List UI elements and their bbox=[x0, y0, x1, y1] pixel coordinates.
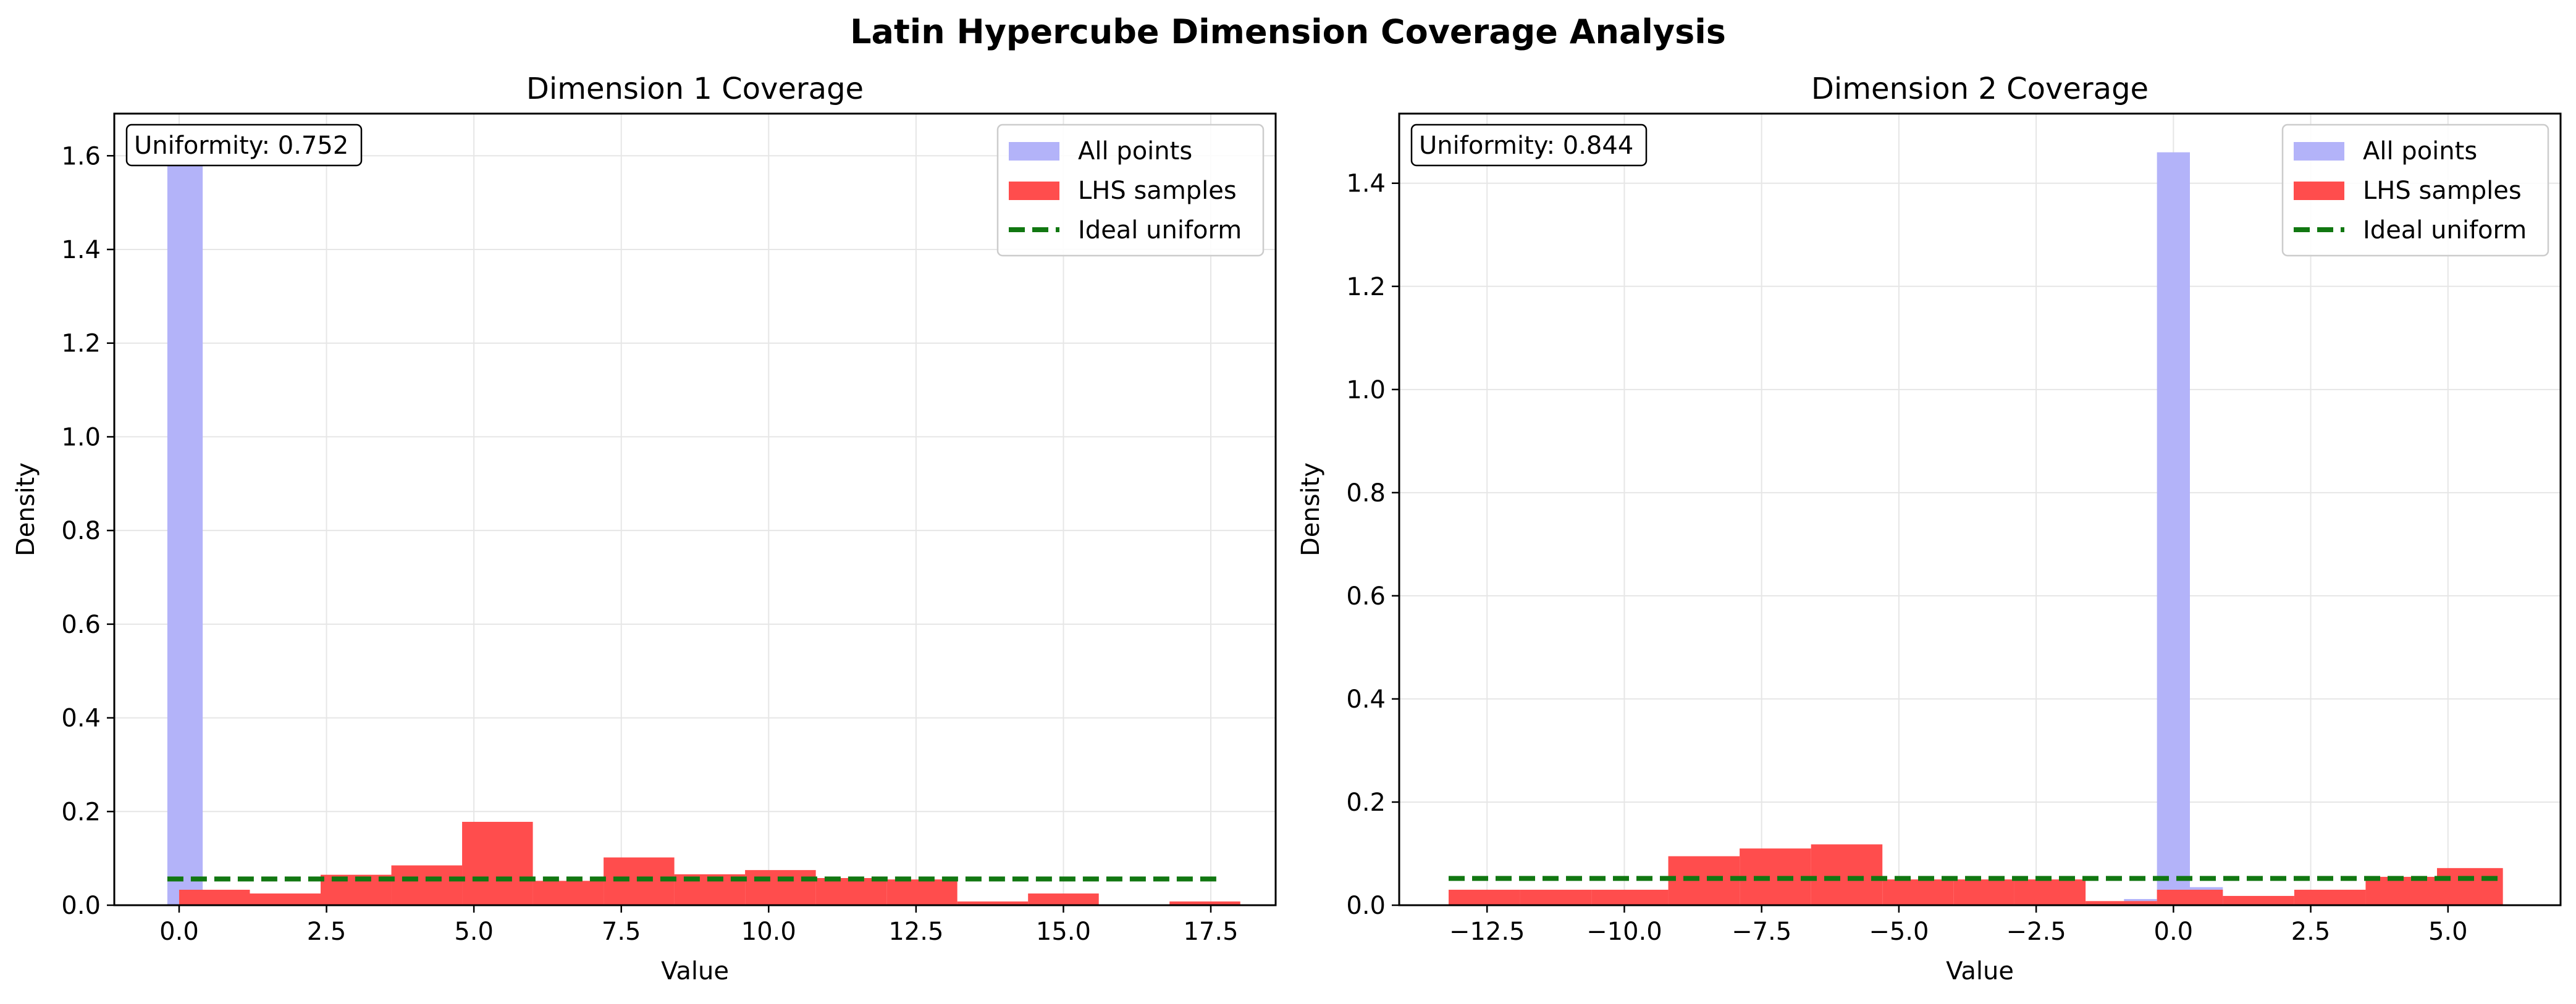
x-tick-label: −10.0 bbox=[1586, 918, 1662, 946]
x-tick-label: −5.0 bbox=[1869, 918, 1929, 946]
histogram-bar bbox=[1028, 893, 1099, 905]
y-tick-label: 1.0 bbox=[1346, 376, 1386, 404]
series-all-points bbox=[2124, 152, 2223, 906]
y-tick-label: 0.8 bbox=[61, 517, 101, 545]
histogram-bar bbox=[1520, 889, 1592, 905]
legend: All points LHS samples Ideal uniform bbox=[996, 123, 1265, 257]
plot-frame bbox=[113, 112, 1277, 906]
x-tick-label: 7.5 bbox=[602, 918, 641, 946]
y-tick-label: 0.4 bbox=[1346, 685, 1386, 714]
legend-swatch bbox=[2294, 182, 2344, 200]
legend-swatch bbox=[2294, 142, 2344, 161]
legend-box bbox=[996, 123, 1265, 257]
uniformity-annotation: Uniformity: 0.844 bbox=[1410, 123, 1648, 167]
x-tick-label: 2.5 bbox=[2291, 918, 2331, 946]
y-tick-label: 1.2 bbox=[61, 330, 101, 358]
series-all-points bbox=[167, 156, 203, 905]
histogram-bar bbox=[745, 870, 816, 905]
histogram-bar bbox=[1953, 879, 2014, 905]
y-tick-label: 0.4 bbox=[61, 705, 101, 733]
figure-title: Latin Hypercube Dimension Coverage Analy… bbox=[850, 12, 1726, 51]
histogram-bar bbox=[2157, 152, 2190, 906]
histogram-bar bbox=[886, 879, 958, 905]
histogram-bar bbox=[815, 878, 887, 905]
chart-title: Dimension 1 Coverage bbox=[526, 72, 864, 106]
histogram-bar bbox=[1882, 879, 1954, 905]
y-tick-label: 1.0 bbox=[61, 423, 101, 451]
x-tick-label: −2.5 bbox=[2006, 918, 2066, 946]
legend-label: LHS samples bbox=[2363, 177, 2522, 205]
x-tick-label: −12.5 bbox=[1449, 918, 1525, 946]
gridlines bbox=[114, 114, 1276, 906]
x-tick-label: 5.0 bbox=[2428, 918, 2468, 946]
y-tick-label: 1.2 bbox=[1346, 273, 1386, 301]
chart-panel-1: 0.0 2.5 5.0 7.5 10.0 12.5 15.0 17.5 0.0 0.2 0.4 0.6… bbox=[12, 72, 1277, 985]
histogram-bar bbox=[2365, 877, 2437, 905]
histogram-bar bbox=[1740, 848, 1811, 905]
y-tick-label: 0.6 bbox=[1346, 582, 1386, 611]
histogram-bar bbox=[462, 821, 533, 905]
y-tick-label: 0.2 bbox=[1346, 789, 1386, 817]
annotation-text: Uniformity: 0.844 bbox=[1419, 132, 1633, 160]
y-tick-label: 0.2 bbox=[61, 798, 101, 826]
histogram-bar bbox=[2437, 868, 2503, 905]
x-tick-label: 15.0 bbox=[1036, 918, 1091, 946]
legend: All points LHS samples Ideal uniform bbox=[2281, 123, 2549, 257]
uniformity-annotation: Uniformity: 0.752 bbox=[125, 123, 363, 167]
histogram-bar bbox=[167, 156, 203, 905]
chart-panel-2: −12.5 −10.0 −7.5 −5.0 −2.5 0.0 2.5 5.0 0.0 0.2 0.4… bbox=[1297, 72, 2562, 985]
legend-swatch bbox=[1009, 182, 1059, 200]
x-tick-label: 17.5 bbox=[1183, 918, 1238, 946]
y-axis-label: Density bbox=[1297, 462, 1325, 556]
y-tick-label: 1.6 bbox=[61, 142, 101, 170]
y-tick-label: 0.8 bbox=[1346, 479, 1386, 508]
plot-frame bbox=[1398, 112, 2562, 906]
histogram-bar bbox=[2294, 889, 2366, 905]
series-lhs-samples bbox=[1449, 844, 2503, 905]
histogram-bar bbox=[250, 893, 321, 905]
y-tick-label: 1.4 bbox=[61, 236, 101, 264]
x-tick-label: 12.5 bbox=[888, 918, 943, 946]
annotation-box bbox=[1410, 123, 1648, 167]
y-tick-label: 1.4 bbox=[1346, 170, 1386, 198]
x-tick-label: 5.0 bbox=[454, 918, 494, 946]
legend-box bbox=[2281, 123, 2549, 257]
histogram-bar bbox=[1169, 901, 1240, 905]
x-tick-label: 2.5 bbox=[307, 918, 347, 946]
y-tick-label: 0.6 bbox=[61, 611, 101, 639]
histogram-bar bbox=[1591, 889, 1669, 905]
annotation-text: Uniformity: 0.752 bbox=[134, 132, 348, 160]
histogram-bar bbox=[179, 889, 250, 905]
chart-title: Dimension 2 Coverage bbox=[1811, 72, 2149, 106]
x-axis-label: Value bbox=[661, 957, 729, 985]
y-tick-label: 0.0 bbox=[1346, 892, 1386, 920]
x-tick-label: 0.0 bbox=[2154, 918, 2194, 946]
series-lhs-samples bbox=[179, 821, 1240, 905]
legend-label: All points bbox=[2363, 137, 2477, 165]
histogram-bar bbox=[2157, 889, 2223, 905]
histogram-bar bbox=[1811, 844, 1883, 905]
histogram-bar bbox=[2223, 895, 2294, 905]
histogram-bar bbox=[2086, 901, 2157, 905]
legend-label: Ideal uniform bbox=[1078, 216, 1242, 245]
y-axis-label: Density bbox=[12, 462, 40, 556]
histogram-bar bbox=[391, 865, 463, 905]
x-axis-label: Value bbox=[1946, 957, 2014, 985]
legend-swatch bbox=[1009, 142, 1059, 161]
x-tick-label: 0.0 bbox=[159, 918, 199, 946]
legend-label: LHS samples bbox=[1078, 177, 1237, 205]
histogram-bar bbox=[957, 901, 1029, 905]
x-tick-label: 10.0 bbox=[741, 918, 796, 946]
legend-label: Ideal uniform bbox=[2363, 216, 2527, 245]
annotation-box bbox=[125, 123, 363, 167]
histogram-bar bbox=[532, 881, 604, 905]
legend-label: All points bbox=[1078, 137, 1192, 165]
histogram-bar bbox=[1449, 889, 1520, 905]
histogram-bar bbox=[2014, 879, 2086, 905]
y-tick-label: 0.0 bbox=[61, 892, 101, 920]
histogram-bar bbox=[1668, 856, 1740, 905]
x-tick-label: −7.5 bbox=[1732, 918, 1791, 946]
